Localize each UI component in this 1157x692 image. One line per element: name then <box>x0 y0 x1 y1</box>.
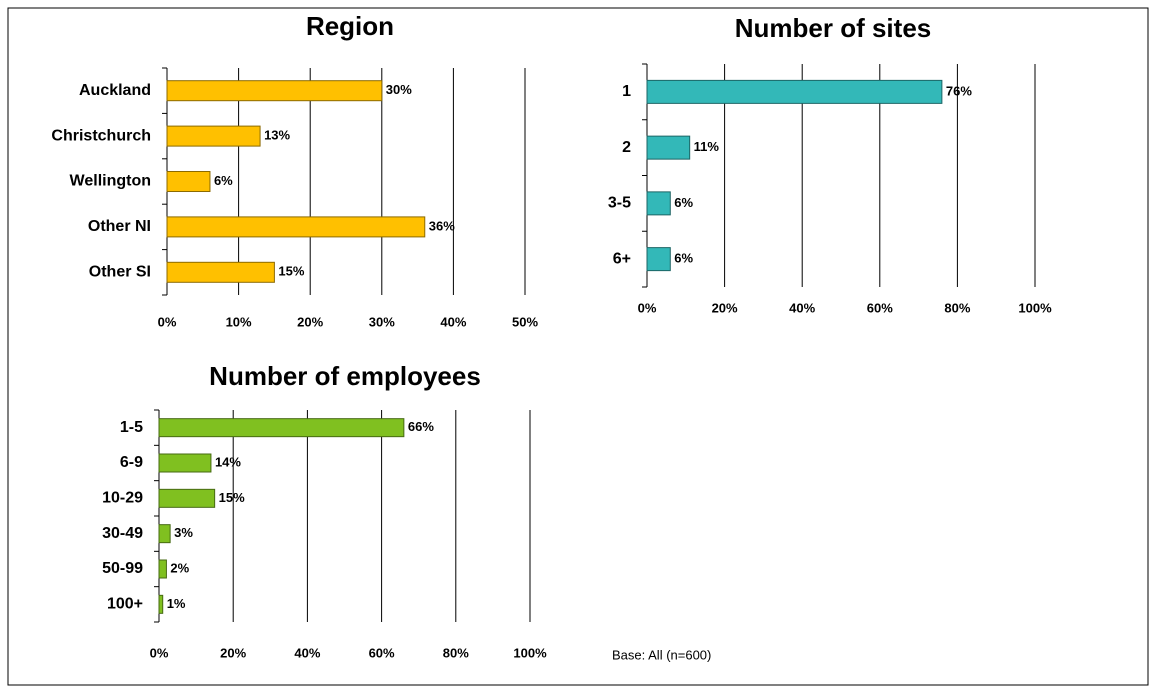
bar <box>166 216 426 238</box>
data-label: 11% <box>694 139 720 154</box>
y-tick-label: Other NI <box>88 218 151 235</box>
x-tick-label: 60% <box>369 645 395 660</box>
data-label: 76% <box>946 83 972 98</box>
y-tick-label: 3-5 <box>608 195 631 212</box>
x-tick-label: 20% <box>297 314 323 329</box>
bar <box>646 135 691 160</box>
y-tick-label: Christchurch <box>51 127 151 144</box>
chart-title: Number of sites <box>735 13 932 43</box>
bar <box>158 559 167 579</box>
y-tick-label: 100+ <box>107 596 143 613</box>
data-label: 6% <box>674 251 693 266</box>
x-tick-label: 20% <box>712 300 738 315</box>
footnote: Base: All (n=600) <box>612 647 711 662</box>
y-tick-label: Other SI <box>89 264 151 281</box>
x-tick-label: 50% <box>512 314 538 329</box>
bar <box>158 418 405 438</box>
data-label: 6% <box>674 195 693 210</box>
data-label: 3% <box>174 525 193 540</box>
bar <box>166 80 383 102</box>
data-label: 13% <box>264 128 290 143</box>
x-tick-label: 40% <box>789 300 815 315</box>
y-tick-label: 30-49 <box>102 525 143 542</box>
bar <box>646 79 943 104</box>
data-label: 36% <box>429 218 455 233</box>
x-tick-label: 0% <box>638 300 657 315</box>
y-tick-label: Auckland <box>79 82 151 99</box>
x-tick-label: 0% <box>150 645 169 660</box>
bar <box>158 488 216 508</box>
y-tick-label: 2 <box>622 139 631 156</box>
x-tick-label: 10% <box>226 314 252 329</box>
y-tick-label: 1-5 <box>120 419 143 436</box>
bar <box>158 524 171 544</box>
data-label: 66% <box>408 419 434 434</box>
bar <box>166 125 261 147</box>
x-tick-label: 20% <box>220 645 246 660</box>
bar <box>166 171 211 192</box>
chart-title: Region <box>306 11 394 41</box>
x-tick-label: 30% <box>369 314 395 329</box>
bar <box>166 261 275 283</box>
data-label: 14% <box>215 454 241 469</box>
x-tick-label: 40% <box>440 314 466 329</box>
y-tick-label: Wellington <box>70 173 151 190</box>
y-tick-label: 50-99 <box>102 560 143 577</box>
x-tick-label: 100% <box>513 645 547 660</box>
x-tick-label: 80% <box>944 300 970 315</box>
chart-title: Number of employees <box>209 361 481 391</box>
data-label: 6% <box>214 173 233 188</box>
y-tick-label: 10-29 <box>102 490 143 507</box>
bar <box>646 191 671 216</box>
data-label: 1% <box>167 596 186 611</box>
data-label: 30% <box>386 82 412 97</box>
x-tick-label: 80% <box>443 645 469 660</box>
data-label: 15% <box>278 264 304 279</box>
y-tick-label: 6-9 <box>120 454 143 471</box>
data-label: 2% <box>170 560 189 575</box>
bar <box>158 453 212 473</box>
bar <box>158 594 164 614</box>
x-tick-label: 40% <box>294 645 320 660</box>
data-label: 15% <box>219 490 245 505</box>
y-tick-label: 1 <box>622 83 631 100</box>
x-tick-label: 100% <box>1018 300 1052 315</box>
bar <box>646 247 671 272</box>
x-tick-label: 60% <box>867 300 893 315</box>
x-tick-label: 0% <box>158 314 177 329</box>
y-tick-label: 6+ <box>613 250 631 267</box>
frame <box>7 7 1149 686</box>
